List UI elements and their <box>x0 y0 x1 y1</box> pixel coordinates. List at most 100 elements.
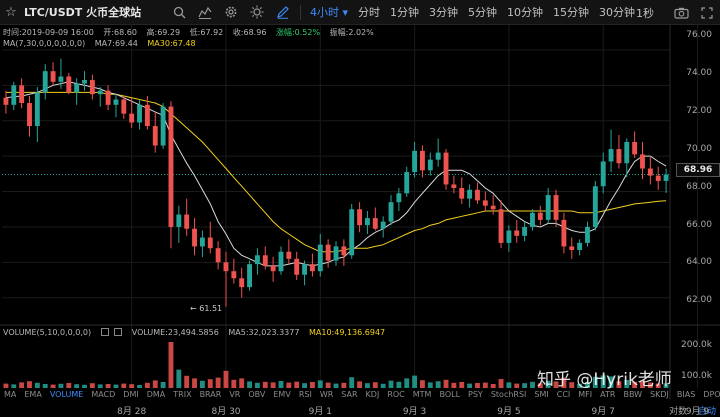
time-tick: 9月 9 <box>685 407 710 417</box>
ohlc-info: 时间:2019-09-09 16:00 开:68.60 高:69.29 低:67… <box>3 27 381 38</box>
indicator-tab-obv[interactable]: OBV <box>248 389 266 399</box>
indicator-tab-sar[interactable]: SAR <box>341 389 358 399</box>
indicator-tab-ema[interactable]: EMA <box>24 389 42 399</box>
candle-body <box>388 202 394 222</box>
candle-body <box>624 141 630 164</box>
candle-body <box>514 230 520 236</box>
log-scale-toggle[interactable]: 对数 <box>669 407 688 417</box>
volume-bar <box>137 385 142 388</box>
indicator-tab-emv[interactable]: EMV <box>273 389 291 399</box>
volume-bar <box>600 375 606 388</box>
volume-settings-icon[interactable] <box>100 328 109 336</box>
indicator-tab-brar[interactable]: BRAR <box>199 389 222 399</box>
search-icon[interactable] <box>166 0 192 25</box>
indicator-tab-mtm[interactable]: MTM <box>412 389 432 399</box>
candle-body <box>396 193 402 203</box>
indicator-tab-bias[interactable]: BIAS <box>676 389 696 399</box>
volume-bar <box>443 379 449 388</box>
candle-body <box>333 246 339 261</box>
volume-bar <box>144 382 150 388</box>
interval-select[interactable]: 4小时 ▾ <box>305 4 353 20</box>
volume-bar <box>207 379 213 388</box>
brightness-icon[interactable] <box>244 0 270 25</box>
candle-body <box>11 85 17 105</box>
indicator-tab-bbw[interactable]: BBW <box>623 389 643 399</box>
indicator-tab-dmi[interactable]: DMI <box>123 389 139 399</box>
volume-params[interactable]: VOLUME(5,10,0,0,0,0) <box>3 328 92 337</box>
volume-bar <box>364 383 370 388</box>
volume-bar <box>498 379 504 388</box>
volume-bar <box>412 375 418 388</box>
draw-icon[interactable] <box>270 0 296 25</box>
indicator-tab-ma[interactable]: MA <box>4 389 17 399</box>
indicator-tab-roc[interactable]: ROC <box>387 389 405 399</box>
indicator-tab-rsi[interactable]: RSI <box>298 389 312 399</box>
candle-body <box>309 264 315 272</box>
screenshot-icon[interactable] <box>668 0 694 25</box>
indicator-tab-mfi[interactable]: MFI <box>578 389 593 399</box>
candle-body <box>600 161 606 187</box>
indicator-tab-volume[interactable]: VOLUME <box>49 389 84 399</box>
gear-icon[interactable] <box>218 0 244 25</box>
period-tab-10m[interactable]: 10分钟 <box>507 6 544 19</box>
candle-body <box>585 226 590 243</box>
volume-bar <box>585 382 590 388</box>
volume-bar <box>82 384 87 388</box>
auto-scale-toggle[interactable]: 自动 <box>697 407 716 417</box>
indicator-tab-stochrsi[interactable]: StochRSI <box>490 389 527 399</box>
indicator-tab-cci[interactable]: CCI <box>556 389 571 399</box>
indicator-tab-dpo[interactable]: DPO <box>703 389 720 399</box>
toolbar: ☆ LTC/USDT 火币全球站 4小时 ▾ 分时 1分钟 3分钟 5分钟 10… <box>0 0 720 25</box>
info-high: 高:69.29 <box>146 28 181 37</box>
info-low: 低:67.92 <box>189 28 224 37</box>
candle-body <box>530 212 535 227</box>
candle-body <box>231 271 237 279</box>
pair-title[interactable]: LTC/USDT 火币全球站 <box>24 6 142 19</box>
candle-body <box>129 113 135 123</box>
indicator-tab-atr[interactable]: ATR <box>600 389 616 399</box>
indicator-tab-vr[interactable]: VR <box>229 389 241 399</box>
volume-close-icon[interactable] <box>114 328 123 336</box>
volume-bar <box>624 380 630 388</box>
volume-bar <box>380 383 386 388</box>
period-tab-timeline[interactable]: 分时 <box>358 6 381 19</box>
candle-body <box>286 251 292 259</box>
volume-bar <box>553 381 559 388</box>
period-tab-15m[interactable]: 15分钟 <box>553 6 590 19</box>
candle-body <box>176 214 182 227</box>
period-tab-1m[interactable]: 1分钟 <box>390 6 420 19</box>
period-tab-30m[interactable]: 30分钟 <box>599 6 636 19</box>
candle-body <box>168 106 174 227</box>
star-icon[interactable]: ☆ <box>5 4 17 20</box>
volume-bar <box>663 383 669 388</box>
candle-body <box>58 76 64 82</box>
candle-body <box>325 244 331 261</box>
candle-body <box>459 188 465 199</box>
info-change: 涨幅:0.52% <box>275 28 321 37</box>
ma-params[interactable]: MA(7,30,0,0,0,0,0,0) <box>3 39 86 48</box>
volume-bar <box>302 383 308 388</box>
volume-ma10: MA10:49,136.6947 <box>308 328 386 337</box>
indicator-tab-smi[interactable]: SMI <box>534 389 549 399</box>
min-price-marker: ← 61.51 <box>190 304 223 313</box>
indicator-tab-trix[interactable]: TRIX <box>173 389 192 399</box>
volume-bar <box>404 378 410 388</box>
watermark: 知乎 @Hyrik老师 <box>537 370 672 390</box>
indicator-tab-psy[interactable]: PSY <box>468 389 483 399</box>
period-tab-3m[interactable]: 3分钟 <box>429 6 459 19</box>
indicator-icon[interactable] <box>192 0 218 25</box>
indicator-tab-kdj[interactable]: KDJ <box>365 389 380 399</box>
indicator-tab-wr[interactable]: WR <box>319 389 334 399</box>
indicator-tab-skdj[interactable]: SKDJ <box>650 389 669 399</box>
fullscreen-icon[interactable] <box>694 0 720 25</box>
indicator-tab-dma[interactable]: DMA <box>146 389 166 399</box>
volume-bar <box>482 382 488 388</box>
candlestick-chart[interactable] <box>0 25 720 400</box>
volume-bar <box>569 382 575 388</box>
time-tick: 9月 7 <box>591 407 615 417</box>
candle-body <box>357 209 363 226</box>
period-tab-5m[interactable]: 5分钟 <box>468 6 498 19</box>
indicator-tab-macd[interactable]: MACD <box>91 389 116 399</box>
volume-bar <box>105 384 111 388</box>
indicator-tab-boll[interactable]: BOLL <box>439 389 461 399</box>
